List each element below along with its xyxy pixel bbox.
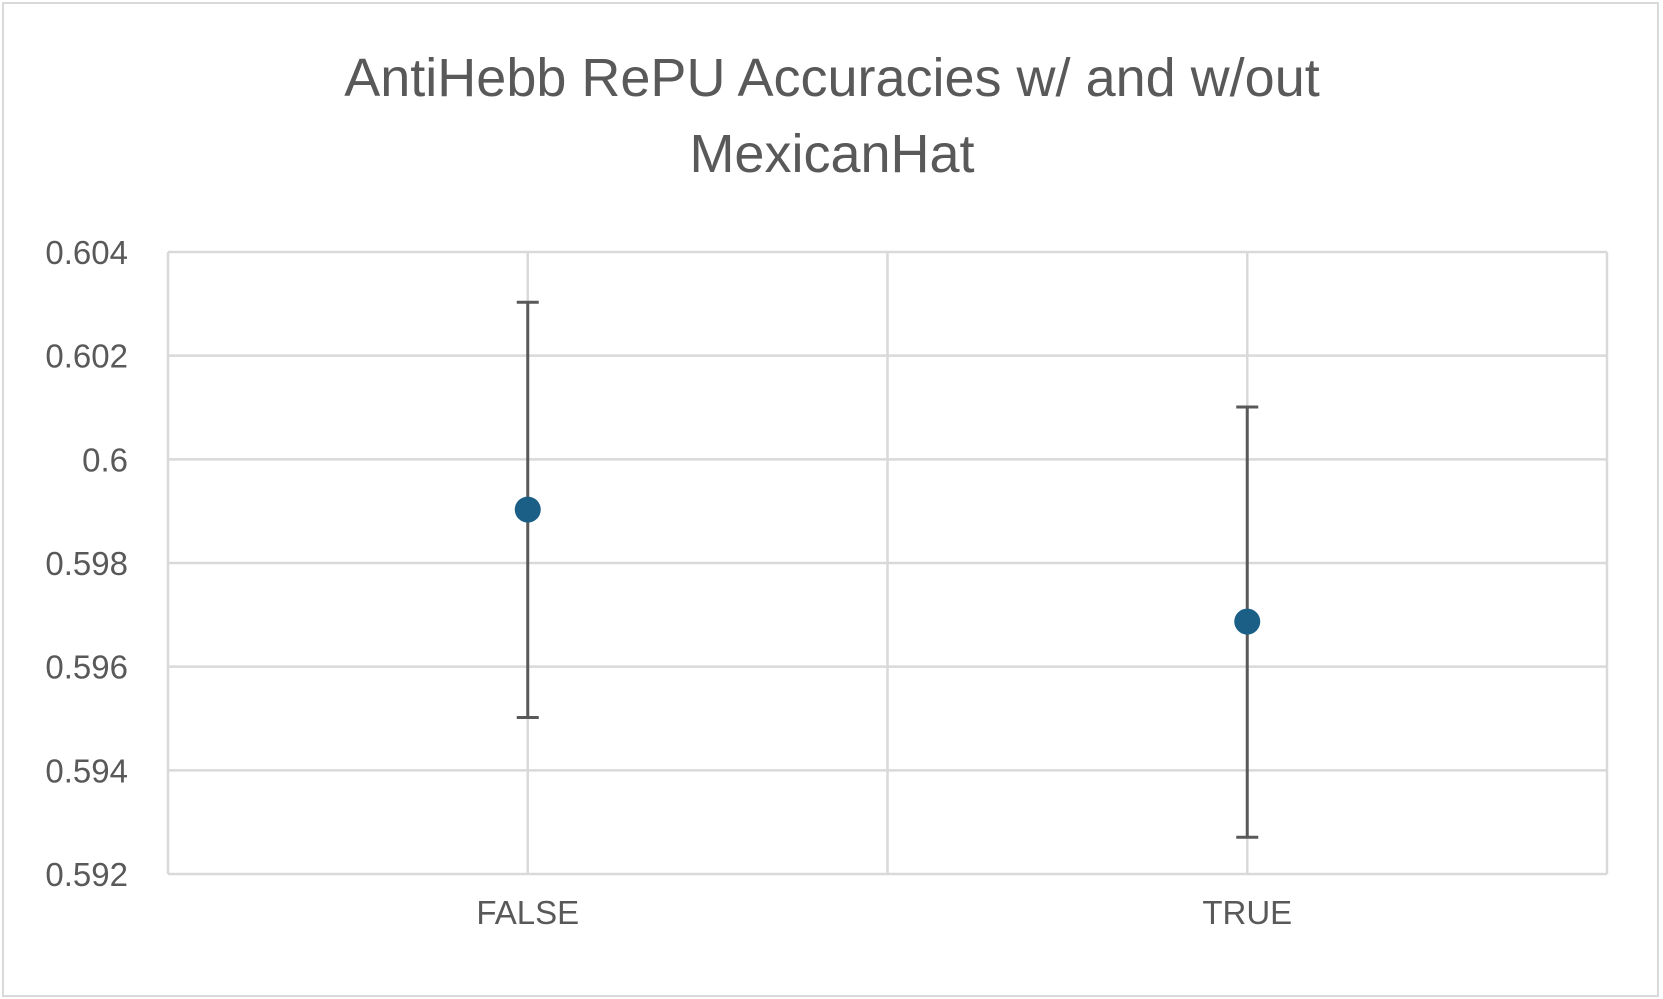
y-tick-label: 0.592 bbox=[45, 856, 128, 893]
y-tick-label: 0.604 bbox=[45, 234, 128, 271]
data-point bbox=[514, 496, 541, 523]
chart-title-line-2: MexicanHat bbox=[689, 124, 974, 184]
x-tick-label: TRUE bbox=[1202, 894, 1292, 931]
y-tick-label: 0.594 bbox=[45, 752, 128, 789]
y-tick-label: 0.598 bbox=[45, 545, 128, 582]
y-tick-label: 0.6 bbox=[82, 441, 128, 478]
y-tick-label: 0.602 bbox=[45, 338, 128, 375]
x-tick-label: FALSE bbox=[476, 894, 579, 931]
y-tick-label: 0.596 bbox=[45, 649, 128, 686]
chart-title-line-1: AntiHebb RePU Accuracies w/ and w/out bbox=[344, 48, 1319, 108]
data-point bbox=[1234, 608, 1261, 635]
plot-area: 0.604 0.602 0.6 0.598 0.596 0.594 0.592 FALSE TR… bbox=[45, 234, 1609, 931]
